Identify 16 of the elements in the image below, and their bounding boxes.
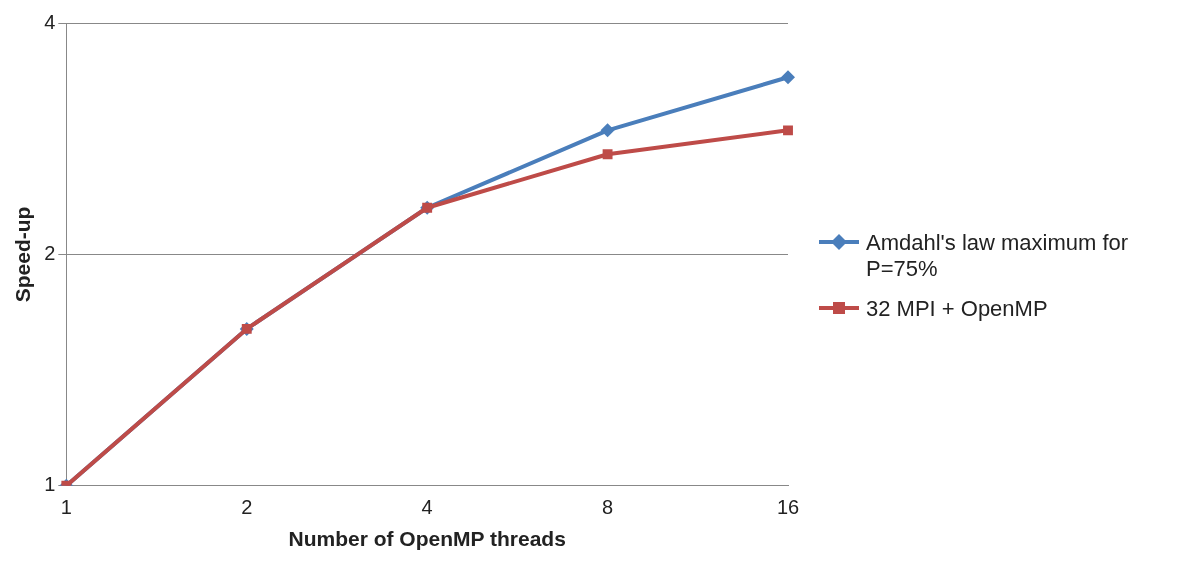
x-tick-label: 2 [241,496,253,519]
legend-label: Amdahl's law maximum for P=75% [866,229,1130,282]
point [781,70,795,85]
legend-label: 32 MPI + OpenMP [866,295,1048,322]
x-axis-title: Number of OpenMP threads [288,527,566,551]
x-tick-label: 16 [776,496,800,519]
y-tick-label: 2 [44,241,56,264]
x-tick-label: 1 [60,496,72,519]
y-tick-label: 1 [44,473,56,496]
x-tick-label: 8 [602,496,614,519]
x-tick-label: 4 [421,496,433,519]
point [602,149,613,160]
y-axis-title: Speed-up [11,206,35,303]
point [600,123,615,138]
point [783,125,793,136]
y-tick-label: 4 [44,10,56,33]
